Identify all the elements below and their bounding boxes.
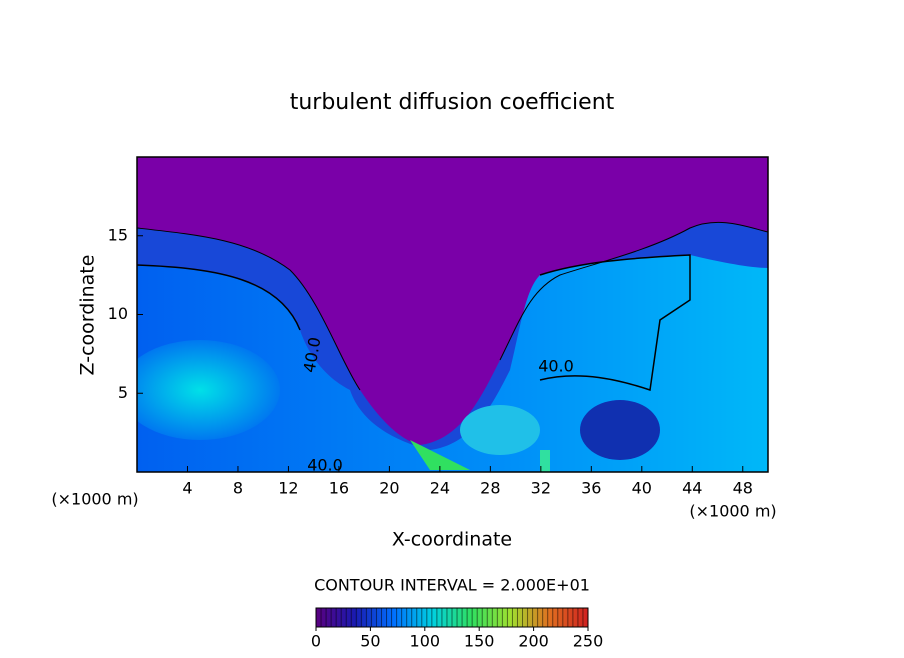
y-tick-label: 5 xyxy=(118,383,128,402)
chart-title: turbulent diffusion coefficient xyxy=(290,90,615,115)
x-tick-label: 32 xyxy=(531,479,551,498)
x-unit: (×1000 m) xyxy=(689,502,776,521)
x-tick-label: 40 xyxy=(632,479,652,498)
contour-line xyxy=(137,254,691,391)
x-axis-label: X-coordinate xyxy=(392,529,512,551)
field-region xyxy=(540,450,550,472)
x-tick-label: 28 xyxy=(480,479,500,498)
x-tick-label: 8 xyxy=(233,479,243,498)
contour-line xyxy=(137,221,768,391)
field-region xyxy=(460,405,540,455)
contour-interval: CONTOUR INTERVAL = 2.000E+01 xyxy=(314,576,590,595)
field-region xyxy=(580,400,660,460)
contour-field xyxy=(137,157,768,472)
field-region xyxy=(137,340,280,440)
x-tick-label: 12 xyxy=(278,479,298,498)
contour-label: 40.0 xyxy=(307,456,343,475)
colorbar-tick-label: 100 xyxy=(410,632,441,651)
colorbar-tick-label: 150 xyxy=(464,632,495,651)
x-tick-label: 4 xyxy=(182,479,192,498)
y-tick-label: 10 xyxy=(108,304,128,323)
x-unit: (×1000 m) xyxy=(51,490,138,509)
x-tick-label: 36 xyxy=(581,479,601,498)
colorbar-tick-label: 200 xyxy=(518,632,549,651)
contour-label: 40.0 xyxy=(538,357,574,376)
x-tick-label: 20 xyxy=(379,479,399,498)
field-region xyxy=(410,440,470,470)
colorbar-tick-label: 50 xyxy=(360,632,380,651)
y-tick-label: 15 xyxy=(108,225,128,244)
colorbar-tick-label: 250 xyxy=(573,632,604,651)
x-tick-label: 48 xyxy=(733,479,753,498)
y-axis-label: Z-coordinate xyxy=(77,255,99,376)
x-tick-label: 44 xyxy=(682,479,702,498)
x-tick-label: 16 xyxy=(329,479,349,498)
x-tick-label: 24 xyxy=(430,479,450,498)
colorbar-tick-label: 0 xyxy=(311,632,321,651)
